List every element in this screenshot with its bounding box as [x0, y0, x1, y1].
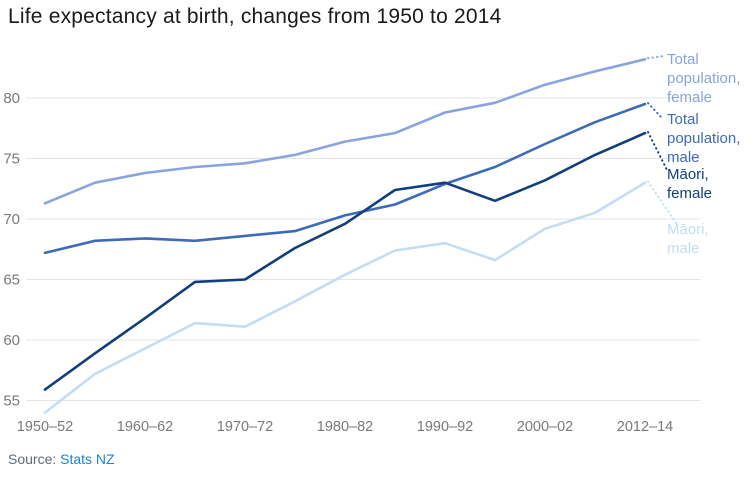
- x-tick-label-5: 2000–02: [517, 419, 573, 435]
- legend-leader-1: [647, 102, 663, 119]
- y-tick-label-60: 60: [3, 332, 20, 349]
- x-tick-label-2: 1970–72: [217, 419, 273, 435]
- source-row: Source: Stats NZ: [8, 451, 115, 467]
- line-series-3: [43, 181, 647, 414]
- legend-leader-3: [647, 180, 677, 224]
- legend-leader-2: [647, 131, 669, 173]
- line-series-0: [43, 57, 647, 205]
- y-tick-label-55: 55: [3, 393, 20, 410]
- x-tick-label-6: 2012–14: [617, 419, 673, 435]
- y-tick-label-70: 70: [3, 211, 20, 228]
- legend-leader-0: [647, 55, 665, 60]
- y-tick-label-65: 65: [3, 272, 20, 289]
- y-tick-label-75: 75: [3, 151, 20, 168]
- source-link[interactable]: Stats NZ: [60, 451, 115, 467]
- y-tick-label-80: 80: [3, 90, 20, 107]
- line-series-2: [43, 131, 647, 391]
- x-tick-label-3: 1980–82: [317, 419, 373, 435]
- x-tick-label-0: 1950–52: [17, 419, 73, 435]
- line-series-1: [43, 102, 647, 255]
- x-tick-label-4: 1990–92: [417, 419, 473, 435]
- source-label: Source:: [8, 451, 57, 467]
- x-tick-label-1: 1960–62: [117, 419, 173, 435]
- chart-title: Life expectancy at birth, changes from 1…: [8, 5, 502, 28]
